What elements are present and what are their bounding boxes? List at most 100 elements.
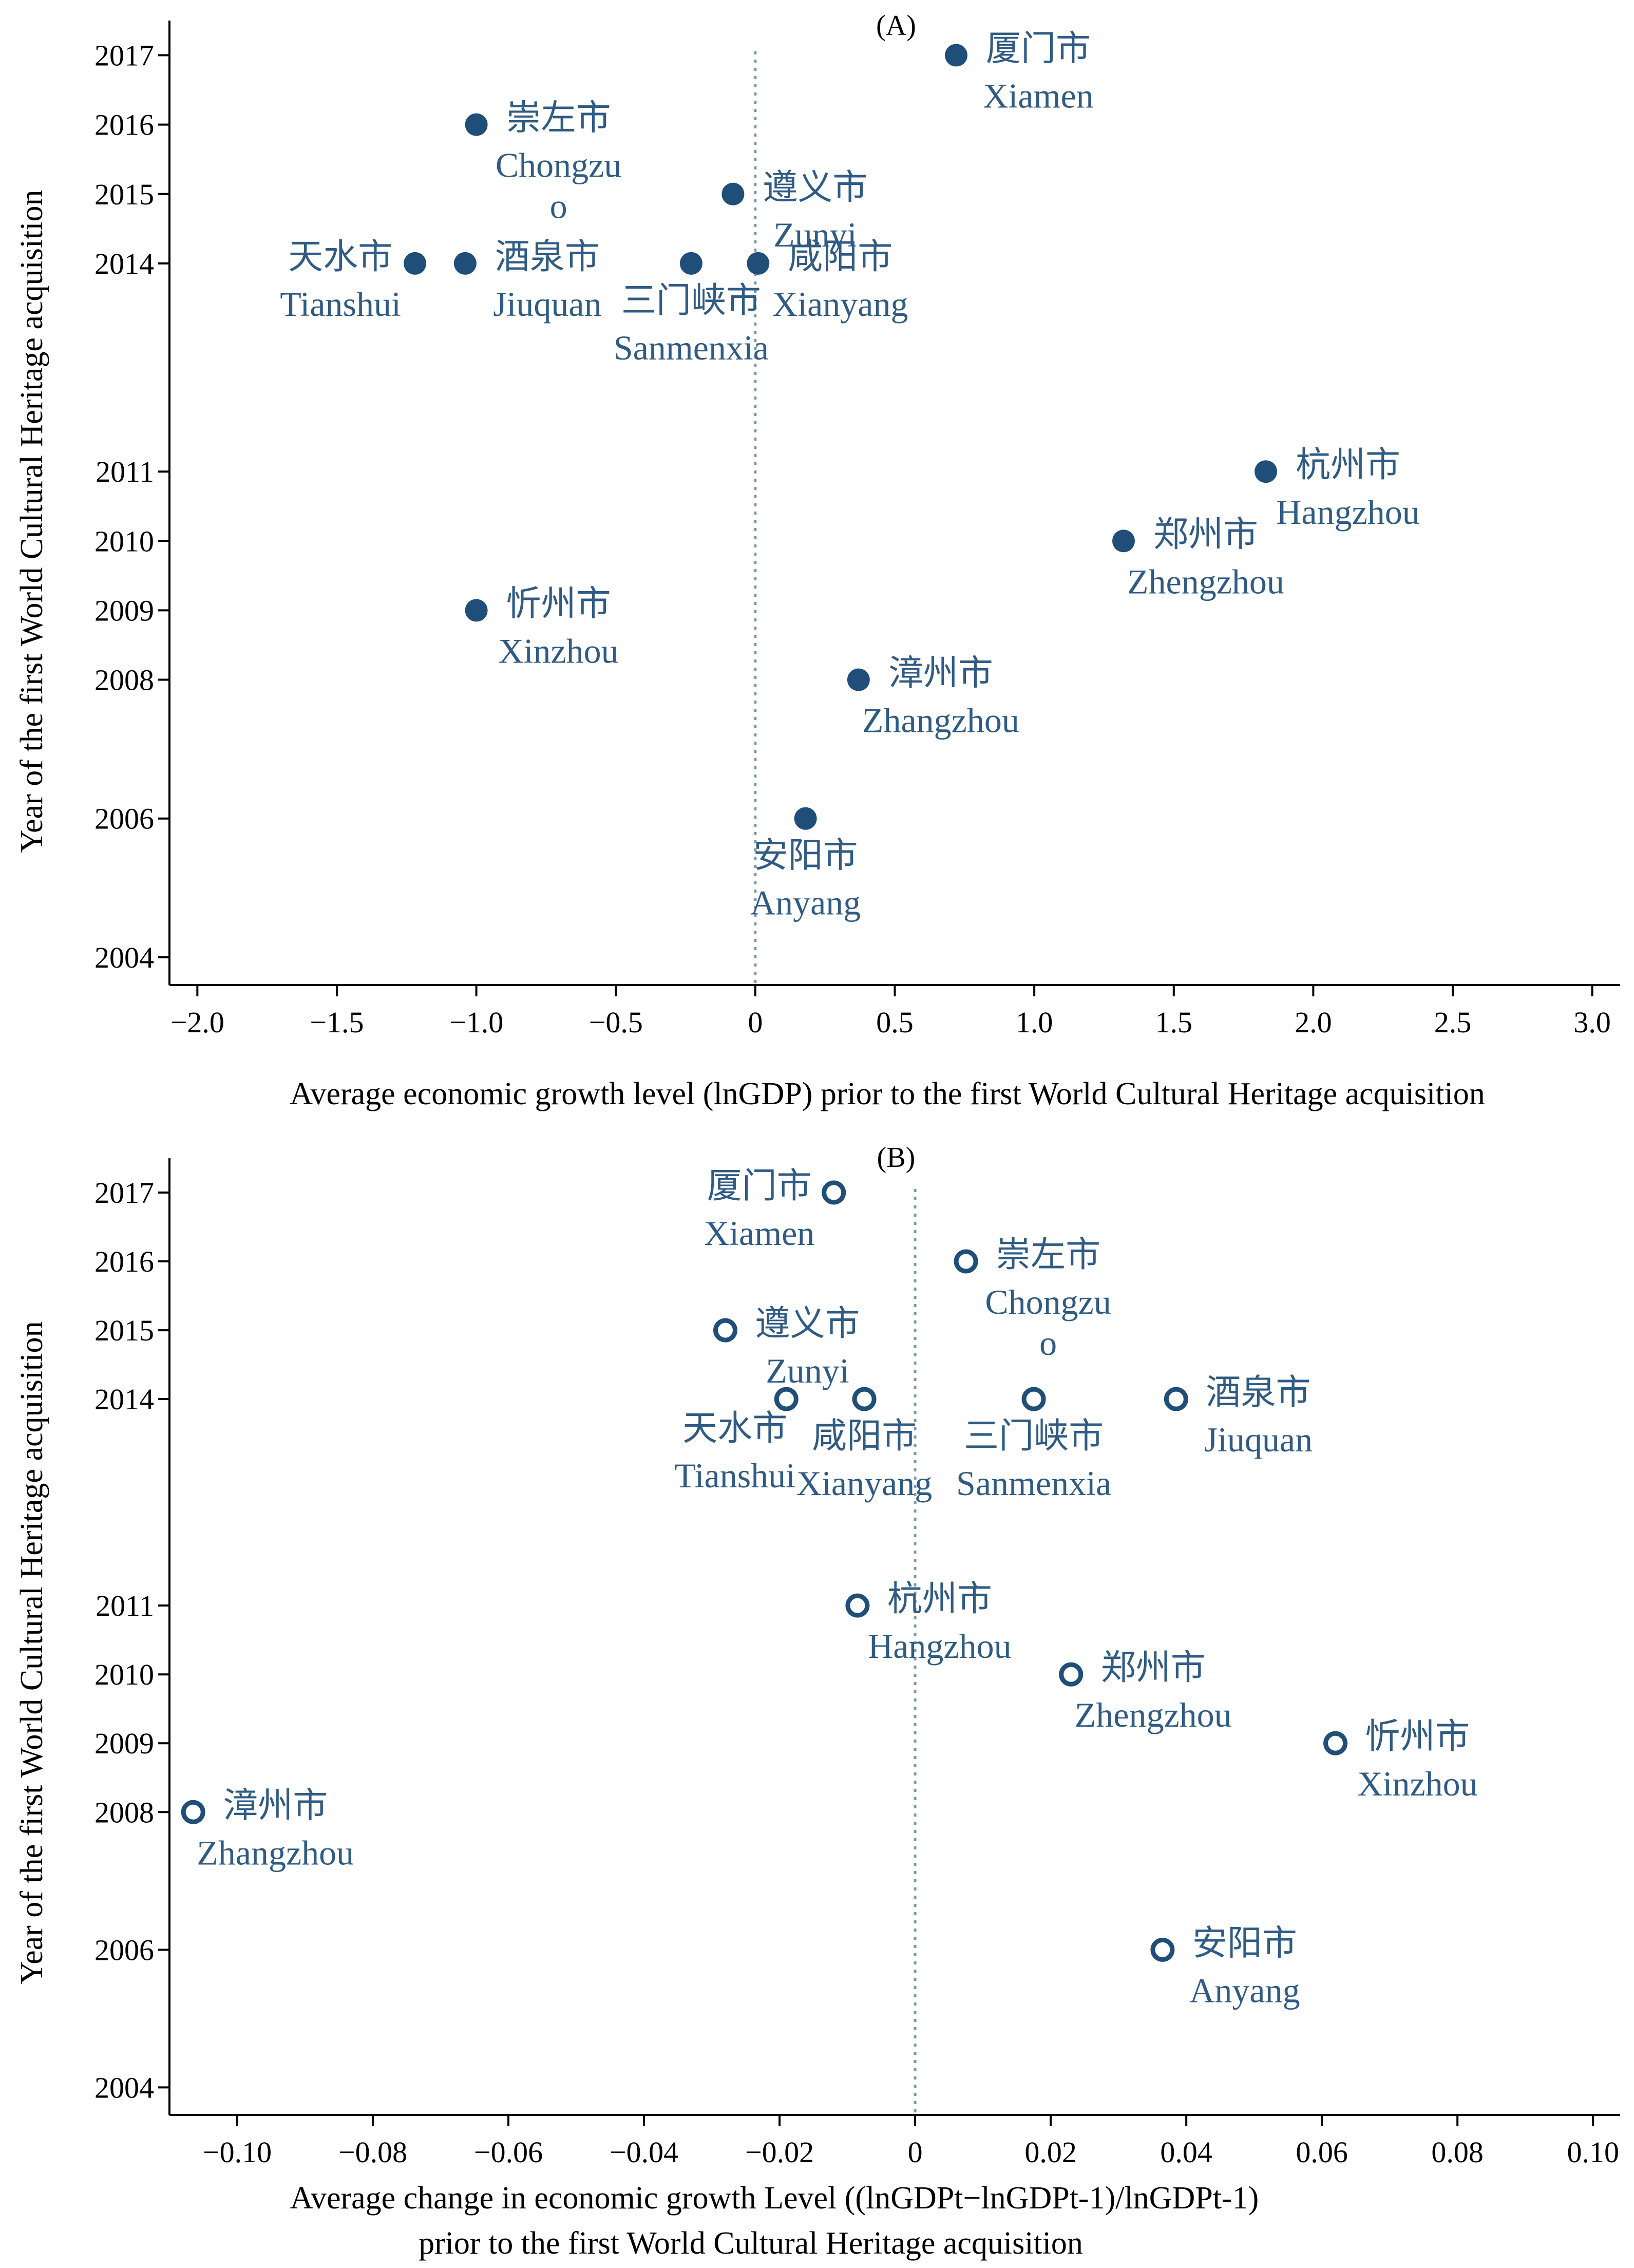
a-x-tick-label: 3.0 [1573, 1006, 1611, 1039]
a-point-label-en: Sanmenxia [614, 328, 769, 367]
b-point-label-en: Zhengzhou [1075, 1695, 1232, 1734]
a-point-label-cn: 酒泉市 [495, 237, 600, 276]
b-point-label-en: Jiuquan [1204, 1420, 1313, 1459]
a-point-label-cn: 安阳市 [753, 836, 858, 875]
b-point-label-cn: 三门峡市 [964, 1416, 1104, 1456]
a-point-label-en-cont: o [550, 187, 567, 226]
b-y-tick-label: 2010 [94, 1658, 154, 1691]
panel-a-x-axis-title: Average economic growth level (lnGDP) pr… [290, 1076, 1485, 1111]
a-point-zhangzhou [847, 668, 870, 691]
b-point-zhengzhou [1059, 1662, 1084, 1687]
b-x-tick-label: 0.04 [1160, 2135, 1212, 2169]
a-point-anyang [794, 807, 817, 830]
a-point-hangzhou [1255, 460, 1278, 483]
a-x-tick-label: 1.0 [1016, 1006, 1053, 1039]
a-x-tick-label: 0.5 [876, 1006, 914, 1039]
b-point-label-cn: 安阳市 [1192, 1923, 1297, 1962]
b-y-tick-label: 2017 [94, 1176, 154, 1209]
a-point-label-cn: 忻州市 [506, 584, 611, 623]
b-y-tick-label: 2011 [96, 1589, 154, 1622]
panel-b-plot-area: −0.10 −0.08 −0.06 −0.04 −0.02 0 0.02 0.04 0.06 0.… [94, 1158, 1620, 2169]
panel-b-y-axis-title: Year of the first World Cultural Heritag… [14, 1321, 49, 1984]
b-point-label-en: Xiamen [704, 1214, 814, 1253]
b-point-chongzu [954, 1249, 978, 1274]
a-point-label-en: Xiamen [983, 77, 1093, 116]
b-y-tick-label: 2014 [94, 1383, 154, 1416]
a-point-label-en: Xinzhou [499, 631, 619, 670]
a-point-jiuquan [453, 252, 477, 275]
b-point-label-cn: 遵义市 [755, 1304, 860, 1343]
b-y-tick-label: 2004 [94, 2071, 154, 2104]
panel-a: (A) Year of the first World Cultural Her… [14, 10, 1620, 1111]
a-y-tick-label: 2004 [94, 941, 154, 974]
b-point-anyang [1150, 1937, 1175, 1962]
b-y-tick-label: 2008 [94, 1796, 154, 1829]
b-point-label-cn: 崇左市 [996, 1235, 1100, 1274]
b-x-tick-label: −0.08 [338, 2135, 407, 2169]
b-point-label-cn: 杭州市 [887, 1579, 992, 1618]
b-y-tick-label: 2006 [94, 1933, 154, 1967]
svg-text:Year of the first World Cultur: Year of the first World Cultural Heritag… [14, 190, 49, 853]
svg-text:Year of the first World Cultur: Year of the first World Cultural Heritag… [14, 1321, 49, 1984]
panel-b-x-axis-title: Average change in economic growth Level … [290, 2181, 1259, 2216]
panel-a-y-axis-title: Year of the first World Cultural Heritag… [14, 190, 49, 853]
a-x-tick-label: 1.5 [1155, 1006, 1193, 1039]
b-point-label-en: Xianyang [796, 1464, 932, 1503]
a-point-label-cn: 郑州市 [1153, 515, 1258, 554]
a-point-zhengzhou [1112, 530, 1135, 553]
b-x-tick-label: −0.06 [474, 2135, 543, 2169]
b-point-label-cn: 厦门市 [707, 1166, 812, 1205]
panel-b: (B) Year of the first World Cultural Her… [14, 1142, 1620, 2261]
a-y-tick-label: 2014 [94, 247, 154, 280]
a-y-tick-label: 2010 [94, 524, 154, 558]
a-point-label-en: Zhangzhou [862, 701, 1019, 740]
b-point-label-en: Hangzhou [868, 1627, 1011, 1666]
b-x-tick-label: 0 [908, 2135, 923, 2169]
b-point-label-en: Tianshui [674, 1456, 795, 1495]
b-point-label-en: Zhangzhou [197, 1833, 354, 1872]
a-point-label-cn: 漳州市 [888, 654, 993, 693]
b-point-tianshui [774, 1387, 799, 1411]
b-point-xinzhou [1323, 1731, 1348, 1755]
b-point-xiamen [822, 1180, 846, 1205]
a-point-label-en: Tianshui [280, 285, 401, 324]
b-point-xianyang [852, 1387, 877, 1411]
b-point-label-cn: 郑州市 [1101, 1648, 1206, 1687]
a-point-label-cn: 厦门市 [986, 29, 1091, 68]
a-y-tick-label: 2016 [94, 108, 154, 142]
b-point-hangzhou [845, 1593, 870, 1618]
a-point-xinzhou [465, 599, 488, 622]
b-point-label-cn: 忻州市 [1365, 1717, 1470, 1756]
panel-a-title: (A) [876, 10, 916, 42]
a-x-tick-label: −2.0 [170, 1006, 224, 1039]
b-y-tick-label: 2016 [94, 1245, 154, 1278]
a-point-xianyang [747, 252, 770, 275]
b-point-label-cn: 漳州市 [223, 1786, 328, 1825]
b-x-tick-label: −0.02 [745, 2135, 814, 2169]
a-point-label-en: Jiuquan [493, 285, 602, 324]
panel-b-x-axis-title-line2: prior to the first World Cultural Herita… [419, 2226, 1083, 2261]
b-x-tick-label: 0.10 [1567, 2135, 1619, 2169]
a-point-xiamen [945, 44, 968, 67]
a-x-tick-label: −1.0 [449, 1006, 503, 1039]
panel-a-plot-area: −2.0 −1.5 −1.0 −0.5 0 0.5 1.0 1.5 2.0 2.5 3.0 2004 2… [94, 21, 1620, 1039]
a-x-tick-label: 0 [748, 1006, 763, 1039]
a-point-label-cn: 咸阳市 [788, 237, 892, 276]
a-x-tick-label: 2.0 [1295, 1006, 1332, 1039]
b-x-tick-label: 0.06 [1296, 2135, 1348, 2169]
b-point-label-en: Zunyi [766, 1351, 849, 1390]
a-point-label-en: Zhengzhou [1127, 562, 1284, 601]
a-y-tick-label: 2017 [94, 39, 154, 72]
b-y-tick-label: 2009 [94, 1727, 154, 1760]
a-point-label-en: Hangzhou [1276, 493, 1419, 532]
a-y-tick-label: 2006 [94, 802, 154, 836]
a-point-sanmenxia [679, 252, 702, 275]
b-point-sanmenxia [1021, 1387, 1046, 1411]
b-point-jiuquan [1164, 1387, 1188, 1411]
a-x-tick-label: −0.5 [589, 1006, 643, 1039]
a-point-label-en: Xianyang [772, 285, 908, 324]
a-y-tick-label: 2009 [94, 594, 154, 627]
a-x-tick-label: −1.5 [310, 1006, 364, 1039]
a-point-label-cn: 三门峡市 [621, 281, 761, 320]
